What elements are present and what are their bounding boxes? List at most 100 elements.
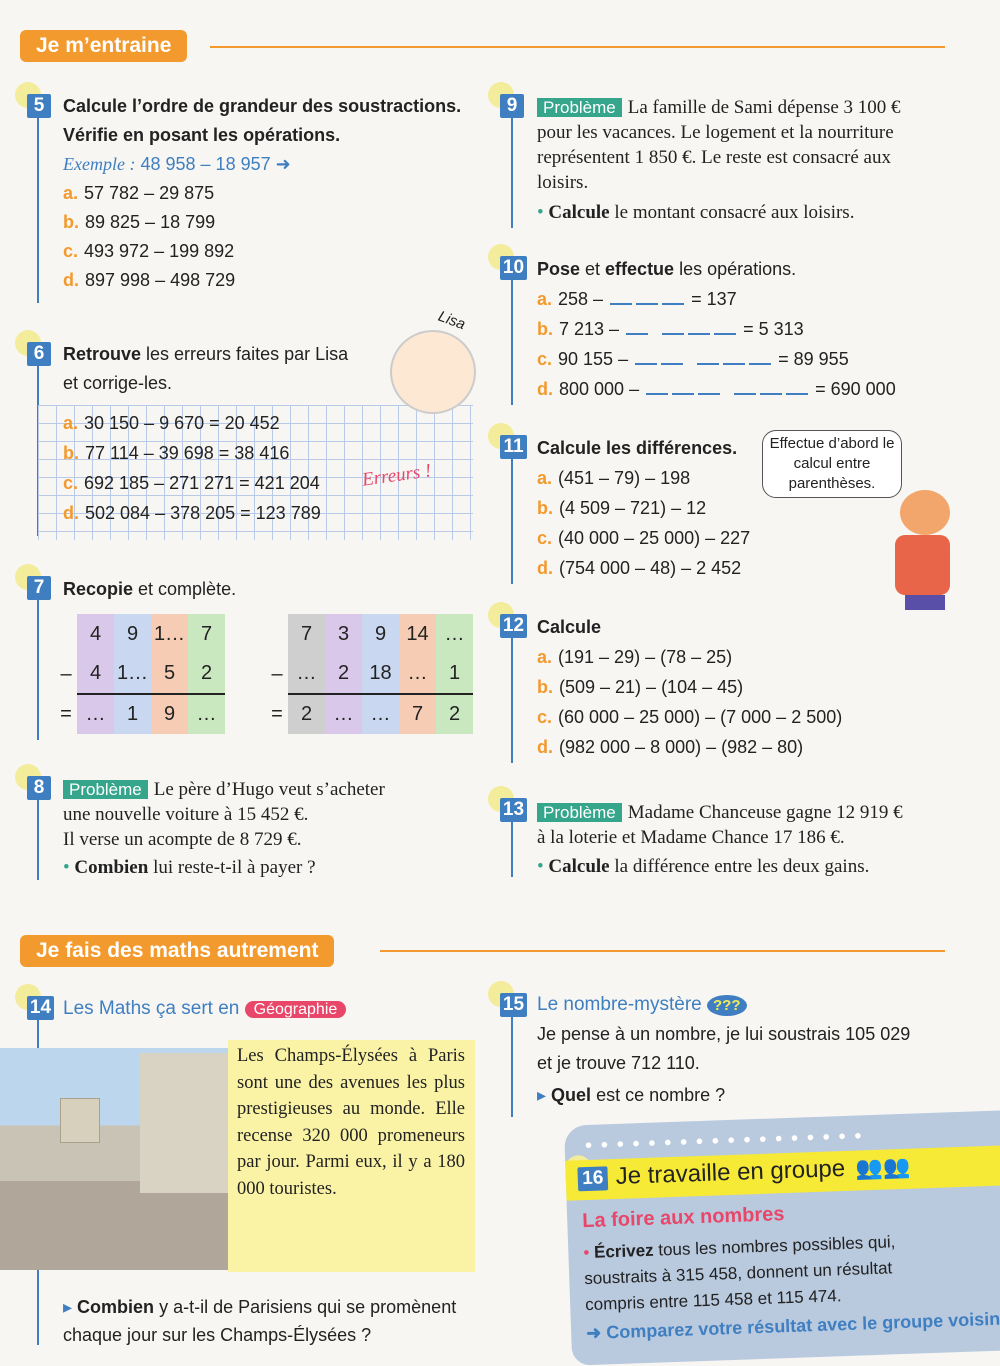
text: Le père d’Hugo veut s’acheter (153, 779, 385, 800)
section-title-other: Je fais des maths autrement (20, 935, 335, 967)
exercise-number: 5 (15, 82, 51, 118)
item: a. (451 – 79) – 198 (537, 463, 750, 493)
group-people-icon: 👥👥 (855, 1153, 911, 1181)
exercise-number: 16 (577, 1166, 609, 1192)
item-letter: a. (63, 183, 79, 203)
verb: Quel (551, 1085, 592, 1105)
cell: 7 (188, 614, 225, 654)
item-text: 30 150 – 9 670 = 20 452 (84, 413, 280, 433)
example-label: Exemple : (63, 154, 136, 174)
exercise-11: Calcule les différences. a. (451 – 79) – … (537, 433, 750, 583)
text: les erreurs faites par Lisa (141, 344, 349, 364)
item: c. 493 972 – 199 892 (63, 237, 461, 266)
item: b. 7 213 – = 5 313 (537, 314, 896, 344)
item: c. (40 000 – 25 000) – 227 (537, 523, 750, 553)
item-letter: a. (63, 413, 79, 433)
divider (210, 46, 945, 48)
grid-paper (38, 405, 473, 540)
verb: Calcule (537, 617, 602, 637)
item-text: 89 825 – 18 799 (85, 212, 216, 232)
section-title-train: Je m’entraine (20, 30, 188, 62)
exercise-7: Recopie et complète. (63, 574, 236, 604)
item-letter: d. (63, 503, 79, 523)
cell: 9 (151, 693, 188, 734)
item-result: = 5 313 (743, 319, 804, 339)
exercise-number: 6 (15, 330, 51, 366)
verb: Calcule (63, 96, 128, 116)
minus-sign: – (60, 662, 72, 685)
verb: Combien (77, 1297, 155, 1317)
item: d. 800 000 – = 690 000 (537, 374, 896, 404)
item: b. 89 825 – 18 799 (63, 208, 461, 237)
text: la différence entre les deux gains. (609, 856, 870, 877)
exercise-14-title: Les Maths ça sert en Géographie (63, 994, 347, 1025)
divider (37, 118, 39, 303)
item-result: = 89 955 (778, 349, 849, 369)
item-result: = 690 000 (815, 379, 896, 399)
text: et (580, 259, 606, 279)
item: c. 692 185 – 271 271 = 421 204 (63, 468, 321, 498)
cell: 14 (399, 614, 436, 654)
exercise-12: Calcule a. (191 – 29) – (78 – 25) b. (509 … (537, 612, 842, 762)
item-text: (451 – 79) – 198 (558, 468, 691, 488)
item: c. 90 155 – = 89 955 (537, 344, 896, 374)
divider (511, 638, 513, 763)
exercise-number: 11 (488, 423, 527, 459)
cell: 5 (151, 654, 188, 694)
item: b. 77 114 – 39 698 = 38 416 (63, 438, 321, 468)
exercise-number: 14 (15, 984, 54, 1020)
instruction: • Écrivez tous les nombres possibles qui… (583, 1232, 896, 1315)
cell: 9 (362, 614, 399, 654)
item-text: 7 213 – (559, 319, 620, 339)
item: b. (509 – 21) – (104 – 45) (537, 672, 842, 702)
text: l’ordre de grandeur des soustractions. (127, 96, 462, 116)
exercise-number: 13 (488, 786, 527, 822)
item-letter: c. (537, 707, 553, 727)
text: Il verse un acompte de 8 729 €. (63, 829, 302, 850)
item-letter: c. (63, 473, 79, 493)
text: en posant les opérations. (118, 125, 341, 145)
item-letter: a. (537, 647, 553, 667)
text: lui reste-t-il à payer ? (148, 857, 316, 878)
item-letter: c. (537, 528, 553, 548)
exercise-6: Retrouve les erreurs faites par Lisa et … (63, 340, 348, 398)
title: Les Maths ça sert en (63, 998, 240, 1019)
text: une nouvelle voiture à 15 452 €. (63, 804, 309, 825)
cell: 4 (77, 654, 114, 694)
item-letter: c. (537, 349, 553, 369)
item-text: (60 000 – 25 000) – (7 000 – 2 500) (558, 707, 843, 727)
divider (37, 800, 39, 880)
item-text: 493 972 – 199 892 (84, 241, 235, 261)
item: a. 258 – = 137 (537, 284, 896, 314)
cell: 1… (114, 654, 151, 694)
item: c. (60 000 – 25 000) – (7 000 – 2 500) (537, 702, 842, 732)
problem-badge: Problème (63, 780, 148, 799)
problem-badge: Problème (537, 803, 622, 822)
text: Madame Chanceuse gagne 12 919 € (627, 802, 903, 823)
item-text: (509 – 21) – (104 – 45) (559, 677, 744, 697)
cell: … (362, 693, 399, 734)
equals-sign: = (60, 702, 72, 725)
text: et corrige-les. (63, 373, 173, 393)
item-text: 77 114 – 39 698 = 38 416 (85, 443, 290, 463)
subtitle: La foire aux nombres (581, 1203, 785, 1233)
subtraction-table-right: 7 3 9 14… –… 2 18… 1 = 2…… 7 2 (266, 614, 473, 734)
item-text: 258 – (558, 289, 604, 309)
exercise-5: Calcule l’ordre de grandeur des soustrac… (63, 92, 461, 295)
item: d. (754 000 – 48) – 2 452 (537, 553, 750, 583)
item-letter: c. (63, 241, 79, 261)
cell: 2 (325, 654, 362, 694)
champs-elysees-photo (0, 1048, 228, 1270)
text: et complète. (133, 579, 237, 599)
item-text: 800 000 – (559, 379, 640, 399)
item-letter: b. (537, 677, 553, 697)
verb: Retrouve (63, 344, 142, 364)
verb: Calcule (548, 202, 610, 223)
verb: Calcule (537, 438, 602, 458)
item-text: 57 782 – 29 875 (84, 183, 215, 203)
cell: 2 (436, 693, 473, 734)
divider (511, 280, 513, 405)
divider (37, 1020, 39, 1050)
item-letter: b. (537, 498, 553, 518)
text: et je trouve 712 110. (537, 1053, 700, 1073)
